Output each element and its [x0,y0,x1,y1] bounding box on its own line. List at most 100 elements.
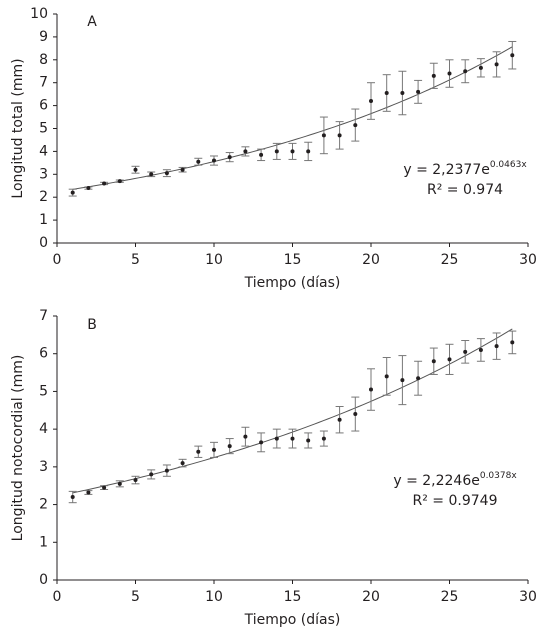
point [70,495,75,500]
data-point [241,146,250,157]
point [164,171,169,176]
trend-equation: y = 2,2246e0.0378x [393,471,517,490]
point [180,167,185,172]
data-point [100,485,109,490]
data-point [84,186,93,191]
data-point [257,432,266,453]
point [86,490,91,495]
point [180,461,185,466]
point [369,99,373,104]
point [337,133,342,138]
point [463,349,468,354]
point [133,167,138,172]
data-point [414,360,423,396]
x-tick-label: 15 [284,589,302,605]
point [212,447,216,452]
data-point [272,428,281,449]
point [494,62,499,67]
x-tick-label: 0 [53,252,62,268]
data-point [225,152,234,163]
point [510,340,515,345]
data-point [131,475,140,485]
x-tick-label: 30 [519,589,537,605]
y-tick-label: 3 [39,459,48,475]
data-point [241,426,250,447]
data-point [492,51,501,78]
point [243,434,248,439]
point [290,149,295,154]
point [306,149,311,154]
point [102,485,107,490]
point [494,344,499,349]
data-point [476,338,485,362]
point [274,149,279,154]
point [196,159,201,164]
point [353,123,358,128]
y-tick-label: 10 [30,6,48,22]
point [447,357,452,362]
data-point [288,428,297,449]
point [400,91,405,96]
point [274,436,279,441]
point [478,65,483,70]
data-point [492,332,501,360]
data-point [351,108,360,142]
data-point [178,458,187,468]
data-point [367,368,375,411]
point [227,444,232,449]
point [447,71,452,76]
x-tick-label: 20 [362,252,380,268]
point [321,133,326,138]
equation-exponent: 0.0378x [480,471,517,481]
data-point [445,59,454,88]
trendline [72,46,513,190]
x-tick-label: 15 [284,252,302,268]
data-point [445,343,454,375]
point [321,436,326,441]
data-point [319,116,328,155]
data-point [461,340,470,364]
panel-label: B [87,317,97,333]
data-point [508,40,517,70]
point [149,472,154,477]
data-point [382,356,391,396]
data-point [319,430,328,447]
data-point [335,406,344,434]
x-tick-label: 25 [441,252,459,268]
point [416,89,421,94]
point [86,186,91,191]
data-point [272,142,281,160]
point [384,91,389,96]
x-tick-label: 5 [131,589,140,605]
y-tick-label: 5 [39,121,48,137]
y-tick-label: 6 [39,98,48,114]
data-point [429,62,438,89]
data-point [194,445,203,458]
y-tick-label: 2 [39,497,48,513]
data-point [162,169,171,178]
data-point [288,142,297,160]
data-point [398,70,407,116]
y-tick-label: 4 [39,421,48,437]
data-point [131,165,140,174]
point [117,179,122,184]
data-point [100,181,109,186]
point [478,347,483,352]
data-point [210,155,218,166]
y-tick-label: 1 [39,534,48,550]
point [117,481,122,486]
x-tick-label: 10 [205,252,223,268]
x-tick-label: 0 [53,589,62,605]
data-point [257,148,266,162]
data-point [351,396,360,432]
x-tick-label: 30 [519,252,537,268]
point [384,374,389,379]
data-point [304,141,313,162]
point [149,172,154,177]
x-tick-label: 20 [362,589,380,605]
r-squared: R² = 0.974 [427,182,503,198]
data-point [414,79,423,104]
point [290,436,295,441]
y-tick-label: 0 [39,572,48,588]
